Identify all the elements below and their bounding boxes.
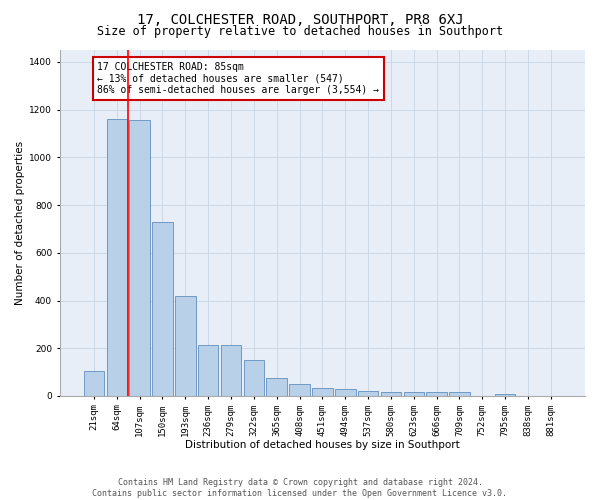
Bar [427, 392, 447, 396]
Bar [107, 119, 127, 396]
X-axis label: Distribution of detached houses by size in Southport: Distribution of detached houses by size … [185, 440, 460, 450]
Bar [198, 344, 218, 396]
Bar [404, 392, 424, 396]
Bar [449, 392, 470, 396]
Bar [312, 388, 332, 396]
Text: 17, COLCHESTER ROAD, SOUTHPORT, PR8 6XJ: 17, COLCHESTER ROAD, SOUTHPORT, PR8 6XJ [137, 12, 463, 26]
Bar [495, 394, 515, 396]
Bar [130, 120, 150, 396]
Bar [175, 296, 196, 396]
Bar [380, 392, 401, 396]
Text: Contains HM Land Registry data © Crown copyright and database right 2024.
Contai: Contains HM Land Registry data © Crown c… [92, 478, 508, 498]
Bar [244, 360, 264, 396]
Bar [152, 222, 173, 396]
Bar [83, 371, 104, 396]
Bar [266, 378, 287, 396]
Bar [335, 389, 356, 396]
Text: Size of property relative to detached houses in Southport: Size of property relative to detached ho… [97, 25, 503, 38]
Bar [221, 344, 241, 396]
Text: 17 COLCHESTER ROAD: 85sqm
← 13% of detached houses are smaller (547)
86% of semi: 17 COLCHESTER ROAD: 85sqm ← 13% of detac… [97, 62, 379, 95]
Bar [289, 384, 310, 396]
Bar [358, 391, 379, 396]
Y-axis label: Number of detached properties: Number of detached properties [15, 141, 25, 305]
